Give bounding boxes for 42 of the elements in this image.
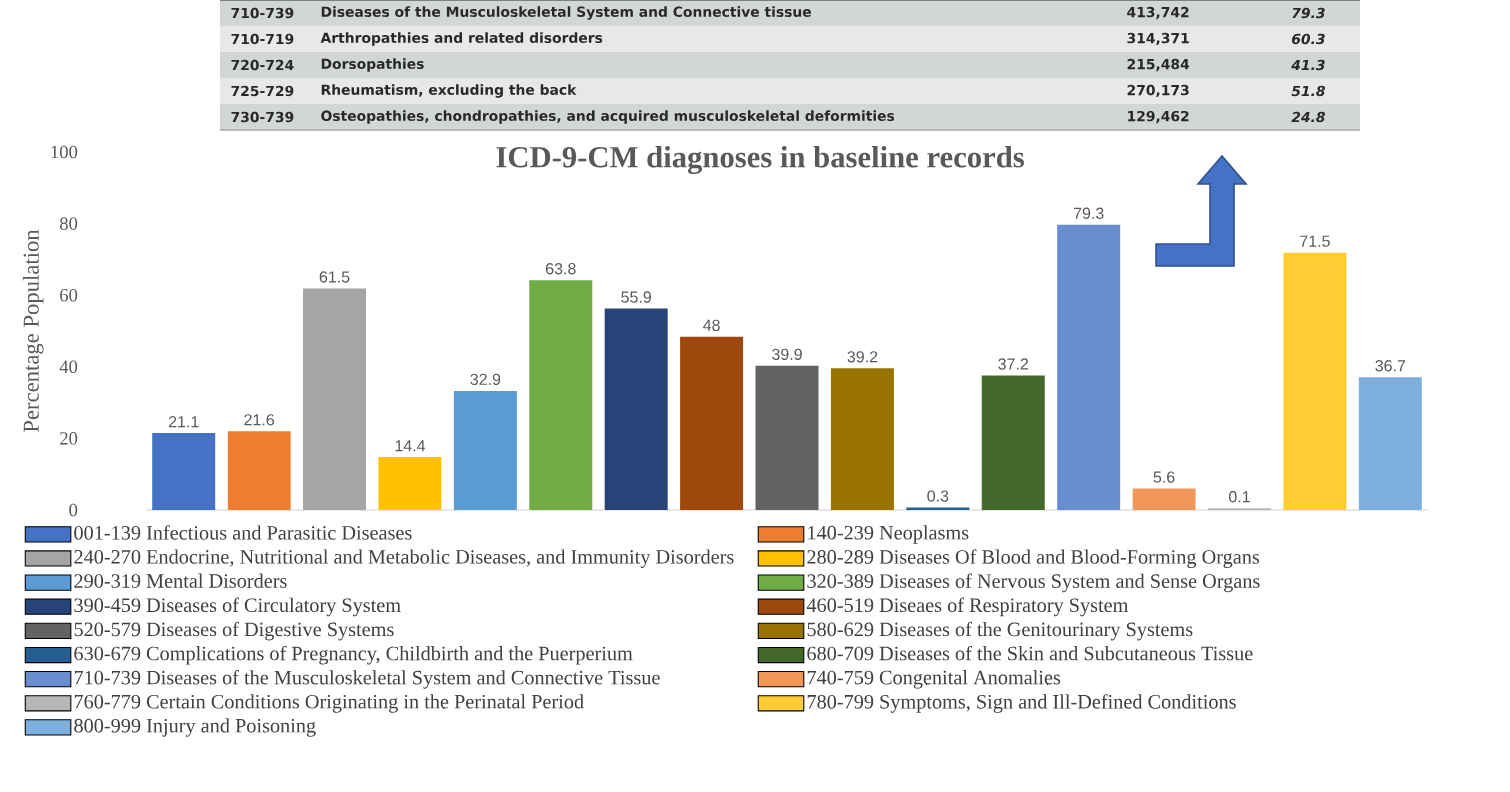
chart-title: ICD-9-CM diagnoses in baseline records: [496, 145, 1024, 175]
y-tick-label: 60: [60, 288, 78, 302]
legend-label: 290-319 Mental Disorders: [74, 573, 287, 588]
data-label: 71.5: [1300, 235, 1330, 247]
legend-label: 390-459 Diseases of Circulatory System: [74, 597, 401, 617]
legend-label: 780-799 Symptoms, Sign and Ill-Defined Conditions: [807, 694, 1236, 713]
data-label: 14.4: [395, 440, 426, 452]
data-label: 79.3: [1073, 207, 1104, 219]
data-label: 63.8: [546, 263, 576, 275]
legend-label: 520-579 Diseases of Digestive Systems: [74, 621, 394, 641]
legend-label: 800-999 Injury and Poisoning: [74, 718, 316, 737]
y-axis-title: Percentage Population: [22, 229, 44, 432]
y-tick-label: 100: [51, 145, 78, 159]
data-label: 39.9: [772, 348, 802, 360]
legend-label: 460-519 Diseaes of Respiratory System: [806, 597, 1129, 617]
data-label: 48: [703, 319, 720, 331]
legend-label: 630-679 Complications of Pregnancy, Childbirth and the Puerperium: [74, 645, 633, 665]
data-label: 21.1: [168, 416, 199, 428]
data-label: 39.2: [847, 351, 878, 363]
data-label: 0.1: [1228, 491, 1250, 503]
data-label: 61.5: [319, 271, 350, 283]
legend-label: 240-270 Endocrine, Nutritional and Metabolic Diseases, and Immunity Disorders: [74, 549, 734, 568]
legend-label: 680-709 Diseases of the Skin and Subcutaneous Tissue: [807, 645, 1253, 661]
data-label: 0.3: [927, 490, 949, 502]
legend-label: 760-779 Certain Conditions Originating in the Perinatal Period: [74, 694, 584, 713]
data-label: 55.9: [621, 291, 652, 303]
data-label: 32.9: [470, 373, 501, 386]
y-tick-label: 20: [60, 432, 78, 445]
legend-label: 140-239 Neoplasms: [808, 525, 969, 544]
data-label: 21.6: [244, 414, 274, 426]
y-tick-label: 40: [59, 360, 78, 374]
legend-label: 740-759 Congenital Anomalies: [807, 670, 1061, 689]
legend-label: 001-139 Infectious and Parasitic Diseases: [74, 525, 412, 540]
data-label: 5.6: [1153, 471, 1175, 483]
legend-label: 580-629 Diseases of the Genitourinary Systems: [807, 621, 1193, 641]
y-tick-label: 0: [69, 503, 78, 517]
y-tick-label: 80: [59, 217, 78, 230]
data-label: 37.2: [998, 358, 1029, 370]
data-label: 36.7: [1375, 360, 1406, 372]
legend-label: 320-389 Diseases of Nervous System and Sense Organs: [807, 573, 1260, 593]
legend-label: 710-739 Diseases of the Musculoskeletal System and Connective Tissue: [74, 670, 660, 689]
legend-label: 280-289 Diseases Of Blood and Blood-Forming Organs: [807, 549, 1260, 568]
